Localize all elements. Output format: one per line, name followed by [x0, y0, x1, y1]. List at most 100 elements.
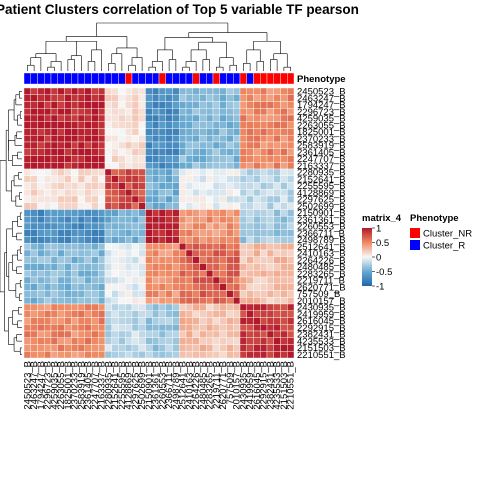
heatmap-cell — [30, 202, 38, 210]
heatmap-cell — [125, 310, 133, 318]
heatmap-cell — [23, 155, 31, 163]
heatmap-cell — [98, 148, 106, 156]
heatmap-cell — [131, 256, 139, 264]
heatmap-cell — [260, 310, 268, 318]
column-phenotype-cell — [273, 72, 281, 85]
heatmap-cell — [23, 148, 31, 156]
heatmap-cell — [131, 148, 139, 156]
heatmap-cell — [287, 121, 295, 129]
heatmap-cell — [185, 209, 193, 217]
heatmap-cell — [206, 135, 214, 143]
heatmap-cell — [239, 162, 247, 170]
heatmap-cell — [98, 94, 106, 102]
heatmap-cell — [260, 243, 268, 251]
heatmap-cell — [253, 270, 261, 278]
heatmap-cell — [98, 330, 106, 338]
heatmap-cell — [77, 114, 85, 122]
heatmap-cell — [287, 182, 295, 190]
heatmap-cell — [152, 195, 160, 203]
heatmap-cell — [37, 249, 45, 257]
heatmap-cell — [71, 182, 79, 190]
heatmap-cell — [253, 94, 261, 102]
heatmap-cell — [226, 108, 234, 116]
heatmap-cell — [219, 290, 227, 298]
heatmap-cell — [77, 317, 85, 325]
heatmap-cell — [98, 209, 106, 217]
heatmap-cell — [266, 344, 274, 352]
heatmap-cell — [246, 297, 254, 305]
heatmap-cell — [192, 276, 200, 284]
heatmap-cell — [219, 317, 227, 325]
heatmap-cell — [23, 303, 31, 311]
heatmap-cell — [71, 243, 79, 251]
heatmap-cell — [84, 216, 92, 224]
column-phenotype-cell — [125, 72, 133, 85]
heatmap-cell — [280, 87, 288, 95]
heatmap-cell — [158, 243, 166, 251]
heatmap-cell — [64, 303, 72, 311]
heatmap-cell — [111, 121, 119, 129]
heatmap-cell — [50, 324, 58, 332]
heatmap-cell — [266, 310, 274, 318]
heatmap-cell — [226, 121, 234, 129]
column-label: 2219711_B — [211, 361, 222, 409]
phenotype-legend-label: Cluster_R — [423, 241, 465, 252]
heatmap-cell — [57, 236, 65, 244]
heatmap-cell — [125, 162, 133, 170]
column-label: 2150901_B — [144, 361, 155, 410]
heatmap-cell — [219, 324, 227, 332]
heatmap-cell — [98, 229, 106, 237]
heatmap-cell — [125, 351, 133, 359]
heatmap-cell — [172, 101, 180, 109]
heatmap-cell — [57, 209, 65, 217]
heatmap-cell — [199, 249, 207, 257]
heatmap-cell — [253, 175, 261, 183]
heatmap-cell — [287, 87, 295, 95]
heatmap-cell — [37, 229, 45, 237]
heatmap-cell — [266, 249, 274, 257]
heatmap-cell — [246, 114, 254, 122]
heatmap-cell — [50, 317, 58, 325]
heatmap-cell — [246, 87, 254, 95]
heatmap-cell — [57, 148, 65, 156]
heatmap-cell — [199, 283, 207, 291]
heatmap-cell — [246, 195, 254, 203]
heatmap-cell — [64, 351, 72, 359]
row-label: 2010157_B — [297, 296, 346, 307]
heatmap-cell — [145, 276, 153, 284]
heatmap-cell — [57, 168, 65, 176]
heatmap-cell — [239, 101, 247, 109]
heatmap-cell — [44, 94, 52, 102]
heatmap-cell — [233, 256, 241, 264]
heatmap-cell — [98, 263, 106, 271]
heatmap-cell — [138, 101, 146, 109]
column-phenotype-cell — [37, 72, 45, 85]
row-labels: 2450523_B2463247_B1794247_B2296723_B4259… — [297, 87, 346, 361]
heatmap-cell — [64, 162, 72, 170]
heatmap-cell — [104, 87, 112, 95]
heatmap-cell — [98, 101, 106, 109]
heatmap-cell — [253, 310, 261, 318]
heatmap-cell — [287, 195, 295, 203]
heatmap-cell — [91, 121, 99, 129]
heatmap-cell — [206, 128, 214, 136]
heatmap-cell — [219, 270, 227, 278]
heatmap-cell — [253, 121, 261, 129]
heatmap-cell — [226, 155, 234, 163]
heatmap-cell — [98, 114, 106, 122]
heatmap-cell — [44, 175, 52, 183]
phenotype-legend-swatch — [410, 240, 420, 250]
heatmap-cell — [71, 290, 79, 298]
heatmap-cell — [212, 94, 220, 102]
heatmap-cell — [165, 209, 173, 217]
heatmap-cell — [152, 162, 160, 170]
heatmap-cell — [192, 148, 200, 156]
heatmap-cell — [131, 276, 139, 284]
heatmap-cell — [172, 243, 180, 251]
heatmap-cell — [118, 189, 126, 197]
color-scale-legend: matrix_4 10.50-0.5-1 — [362, 213, 402, 293]
heatmap-cell — [71, 270, 79, 278]
heatmap-cell — [23, 276, 31, 284]
heatmap-cell — [125, 87, 133, 95]
heatmap-cell — [145, 121, 153, 129]
